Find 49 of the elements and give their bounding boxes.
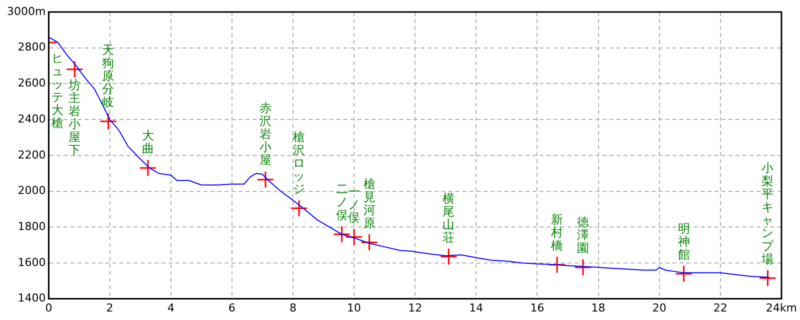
annotation: 新村橋 bbox=[550, 212, 564, 252]
point bbox=[256, 170, 274, 188]
point bbox=[548, 256, 566, 274]
annotation: 徳澤園 bbox=[577, 215, 590, 256]
point bbox=[440, 248, 458, 266]
x-tick-label: 24km bbox=[766, 301, 798, 314]
y-tick-label: 1600 bbox=[18, 256, 46, 269]
annotation: 一ノ俣 bbox=[348, 184, 360, 225]
x-tick-label: 4 bbox=[167, 301, 174, 314]
x-tick-label: 2 bbox=[106, 301, 114, 314]
y-tick-label: 3000m bbox=[6, 4, 46, 18]
annotation: 横尾山荘 bbox=[442, 191, 455, 244]
y-tick-label: 2200 bbox=[18, 148, 46, 162]
x-tick-label: 6 bbox=[228, 301, 236, 314]
x-tick-label: 0 bbox=[45, 301, 52, 314]
point bbox=[290, 200, 308, 218]
point bbox=[99, 112, 117, 130]
y-tick-label: 2000 bbox=[18, 184, 46, 198]
annotation: 赤沢岩小屋 bbox=[259, 101, 272, 168]
x-tick-label: 12 bbox=[408, 301, 422, 314]
x-tick-label: 18 bbox=[591, 301, 606, 314]
annotation: 二ノ俣 bbox=[336, 182, 348, 222]
annotation: 槍見河原 bbox=[363, 176, 376, 230]
x-tick-label: 14 bbox=[469, 301, 484, 314]
point bbox=[675, 264, 693, 282]
x-tick-label: 10 bbox=[347, 301, 362, 314]
x-tick-label: 22 bbox=[713, 301, 728, 314]
point bbox=[345, 228, 363, 246]
x-tick-label: 16 bbox=[530, 301, 544, 314]
annotation: 大曲 bbox=[142, 128, 154, 156]
x-tick-label: 20 bbox=[652, 301, 666, 314]
point bbox=[574, 258, 592, 276]
point bbox=[758, 269, 776, 287]
y-tick-label: 1400 bbox=[18, 292, 46, 305]
point bbox=[333, 226, 351, 244]
annotation: ヒュッテ大槍 bbox=[52, 51, 64, 130]
annotation: 槍沢ロッジ bbox=[293, 130, 306, 196]
x-tick-label: 8 bbox=[289, 301, 296, 314]
y-tick-label: 2400 bbox=[18, 112, 46, 126]
y-tick-label: 2800 bbox=[18, 40, 46, 54]
point bbox=[360, 234, 378, 252]
y-tick-label: 2600 bbox=[18, 76, 46, 90]
point bbox=[139, 159, 157, 177]
annotation: 天狗原分岐 bbox=[102, 42, 114, 109]
point bbox=[66, 60, 84, 78]
y-tick-label: 1800 bbox=[18, 220, 46, 233]
annotation: 小梨平キャンプ場 bbox=[760, 160, 775, 266]
annotation: 明神館 bbox=[678, 221, 690, 262]
annotation: 坊主岩小屋下 bbox=[68, 78, 81, 157]
